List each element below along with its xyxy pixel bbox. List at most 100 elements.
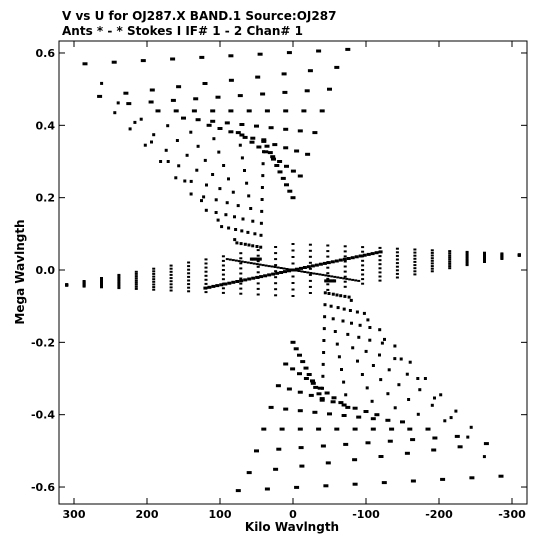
uv-point — [348, 278, 352, 281]
uv-point — [231, 259, 235, 262]
uv-point — [291, 282, 295, 284]
uv-point — [448, 258, 452, 261]
uv-point — [418, 388, 422, 392]
uv-point — [221, 259, 225, 262]
uv-point — [361, 273, 365, 276]
uv-point — [218, 187, 222, 191]
uv-point — [275, 271, 280, 275]
uv-point — [343, 255, 347, 258]
y-axis-title: Mega Wavlngth — [13, 219, 27, 324]
uv-point — [211, 173, 215, 176]
uv-point — [185, 153, 189, 157]
uv-point — [498, 474, 504, 478]
uv-point — [152, 267, 156, 270]
uv-point — [152, 133, 156, 137]
uv-point — [423, 377, 427, 380]
uv-point — [322, 327, 326, 331]
uv-point — [321, 273, 325, 276]
uv-point — [228, 54, 234, 58]
uv-point — [366, 318, 370, 322]
uv-point — [308, 267, 312, 270]
uv-point — [357, 335, 361, 339]
uv-point — [465, 255, 469, 258]
uv-point — [293, 347, 299, 351]
uv-point — [117, 285, 121, 288]
uv-point — [343, 275, 347, 278]
uv-point — [323, 303, 327, 307]
uv-point — [378, 255, 382, 258]
uv-point — [204, 266, 208, 269]
uv-point — [363, 410, 369, 413]
uv-point — [395, 269, 399, 272]
x-tick-label: -200 — [425, 508, 453, 521]
uv-point — [274, 246, 278, 248]
uv-point — [117, 283, 121, 286]
uv-point — [290, 169, 296, 173]
uv-point — [139, 117, 143, 121]
uv-point — [100, 277, 103, 279]
uv-point — [326, 266, 330, 269]
uv-point — [263, 274, 268, 278]
uv-point — [253, 232, 257, 236]
uv-point — [170, 98, 176, 102]
uv-point — [268, 405, 274, 409]
uv-point — [322, 351, 326, 354]
uv-point — [274, 164, 280, 167]
uv-point — [413, 264, 417, 267]
uv-point — [291, 295, 295, 297]
uv-point — [465, 252, 469, 255]
uv-point — [312, 272, 316, 275]
uv-point — [254, 449, 259, 453]
uv-point — [217, 127, 223, 130]
uv-point — [358, 254, 363, 258]
uv-point — [378, 275, 382, 278]
uv-point — [155, 109, 161, 113]
uv-point — [297, 270, 301, 272]
uv-point — [291, 288, 295, 291]
uv-point — [177, 164, 181, 168]
uv-point — [249, 262, 253, 265]
uv-point — [243, 278, 248, 282]
uv-point — [338, 258, 343, 262]
uv-point — [371, 364, 375, 367]
uv-point — [117, 275, 121, 278]
uv-point — [345, 47, 351, 51]
uv-point — [430, 251, 434, 254]
uv-point — [312, 410, 318, 414]
uv-point — [483, 258, 486, 261]
uv-point — [364, 349, 368, 353]
uv-point — [416, 412, 420, 416]
uv-point — [308, 243, 312, 246]
uv-point — [260, 198, 264, 201]
uv-point — [294, 149, 300, 153]
uv-point — [430, 254, 434, 257]
uv-point — [306, 373, 312, 376]
y-tick-label: -0.6 — [31, 481, 55, 494]
uv-point — [239, 242, 243, 246]
uv-point — [322, 339, 326, 342]
uv-point — [274, 276, 278, 279]
uv-point — [259, 233, 263, 237]
uv-point — [202, 82, 208, 85]
uv-point — [329, 304, 333, 308]
uv-point — [294, 269, 298, 272]
uv-point — [433, 396, 436, 400]
uv-point — [274, 282, 278, 285]
uv-point — [483, 251, 486, 254]
uv-point — [283, 127, 289, 131]
uv-point — [204, 291, 208, 294]
uv-point — [169, 273, 173, 276]
uv-point — [352, 406, 358, 410]
uv-point — [152, 288, 156, 291]
uv-point — [239, 257, 243, 260]
uv-point — [222, 164, 226, 167]
uv-point — [430, 262, 434, 265]
uv-point — [307, 69, 313, 73]
uv-point — [349, 298, 353, 302]
uv-point — [308, 285, 312, 288]
uv-point — [320, 444, 326, 448]
uv-point — [256, 282, 260, 285]
uv-point — [351, 278, 355, 281]
uv-point — [306, 265, 311, 269]
uv-point — [439, 393, 443, 397]
